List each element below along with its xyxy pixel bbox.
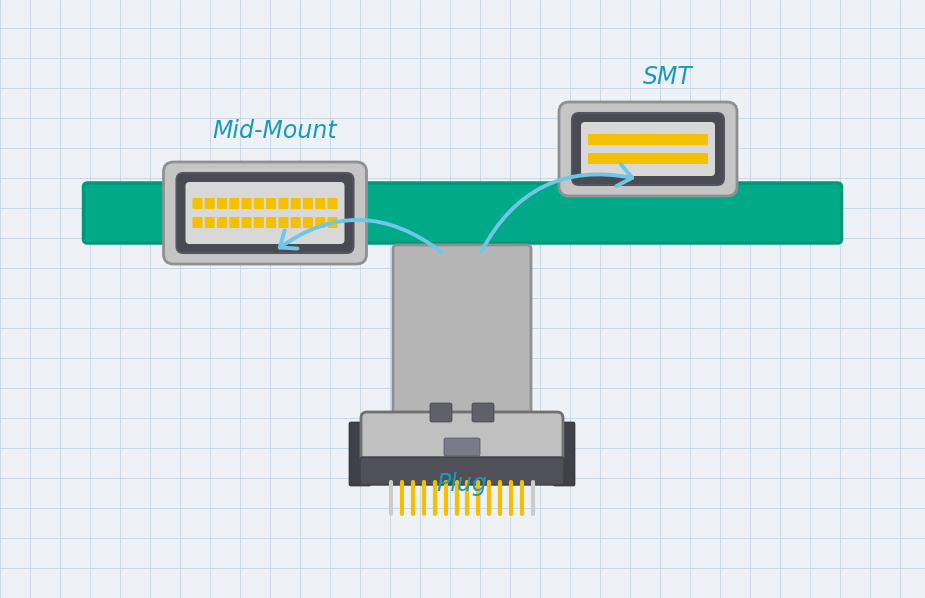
FancyBboxPatch shape (217, 217, 227, 228)
FancyBboxPatch shape (648, 153, 658, 164)
FancyBboxPatch shape (658, 134, 668, 145)
FancyBboxPatch shape (177, 173, 353, 253)
FancyBboxPatch shape (241, 217, 252, 228)
FancyBboxPatch shape (204, 198, 215, 209)
FancyBboxPatch shape (688, 153, 698, 164)
FancyBboxPatch shape (360, 457, 564, 485)
FancyBboxPatch shape (553, 422, 575, 486)
Text: Mid-Mount: Mid-Mount (213, 119, 338, 143)
FancyBboxPatch shape (253, 217, 264, 228)
FancyBboxPatch shape (164, 162, 366, 264)
FancyBboxPatch shape (668, 153, 678, 164)
FancyBboxPatch shape (192, 198, 203, 209)
FancyBboxPatch shape (618, 153, 628, 164)
FancyBboxPatch shape (349, 422, 371, 486)
FancyBboxPatch shape (698, 134, 708, 145)
FancyBboxPatch shape (638, 153, 648, 164)
FancyBboxPatch shape (559, 102, 737, 196)
FancyBboxPatch shape (229, 198, 240, 209)
FancyArrowPatch shape (481, 164, 632, 252)
FancyBboxPatch shape (315, 198, 326, 209)
FancyBboxPatch shape (290, 217, 301, 228)
FancyBboxPatch shape (588, 134, 598, 145)
FancyBboxPatch shape (229, 217, 240, 228)
FancyBboxPatch shape (628, 153, 638, 164)
FancyBboxPatch shape (648, 134, 658, 145)
FancyBboxPatch shape (290, 198, 301, 209)
FancyBboxPatch shape (588, 153, 598, 164)
FancyBboxPatch shape (698, 153, 708, 164)
FancyBboxPatch shape (186, 182, 344, 244)
FancyBboxPatch shape (204, 217, 215, 228)
FancyBboxPatch shape (678, 153, 688, 164)
FancyBboxPatch shape (638, 134, 648, 145)
FancyBboxPatch shape (608, 134, 618, 145)
FancyBboxPatch shape (668, 134, 678, 145)
FancyBboxPatch shape (278, 198, 289, 209)
FancyBboxPatch shape (83, 183, 842, 243)
FancyBboxPatch shape (327, 217, 338, 228)
FancyBboxPatch shape (444, 438, 480, 456)
FancyBboxPatch shape (303, 217, 313, 228)
FancyBboxPatch shape (266, 217, 277, 228)
FancyBboxPatch shape (678, 134, 688, 145)
FancyBboxPatch shape (658, 153, 668, 164)
FancyBboxPatch shape (608, 153, 618, 164)
FancyBboxPatch shape (688, 134, 698, 145)
FancyBboxPatch shape (628, 134, 638, 145)
FancyBboxPatch shape (278, 217, 289, 228)
FancyBboxPatch shape (393, 245, 531, 428)
FancyBboxPatch shape (361, 412, 563, 472)
FancyBboxPatch shape (598, 153, 608, 164)
FancyBboxPatch shape (192, 217, 203, 228)
FancyBboxPatch shape (572, 113, 724, 185)
FancyBboxPatch shape (315, 217, 326, 228)
Text: SMT: SMT (643, 65, 693, 89)
Text: Plug: Plug (437, 472, 487, 496)
FancyBboxPatch shape (598, 134, 608, 145)
FancyBboxPatch shape (618, 134, 628, 145)
FancyArrowPatch shape (279, 220, 442, 252)
FancyBboxPatch shape (241, 198, 252, 209)
FancyBboxPatch shape (303, 198, 313, 209)
FancyBboxPatch shape (472, 403, 494, 422)
FancyBboxPatch shape (266, 198, 277, 209)
FancyBboxPatch shape (217, 198, 227, 209)
FancyBboxPatch shape (253, 198, 264, 209)
FancyBboxPatch shape (430, 403, 452, 422)
FancyBboxPatch shape (327, 198, 338, 209)
FancyBboxPatch shape (581, 122, 715, 176)
